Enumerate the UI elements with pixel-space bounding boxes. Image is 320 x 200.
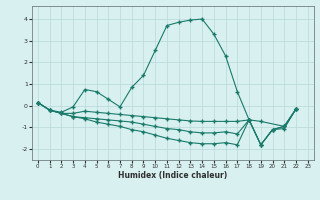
X-axis label: Humidex (Indice chaleur): Humidex (Indice chaleur) [118, 171, 228, 180]
